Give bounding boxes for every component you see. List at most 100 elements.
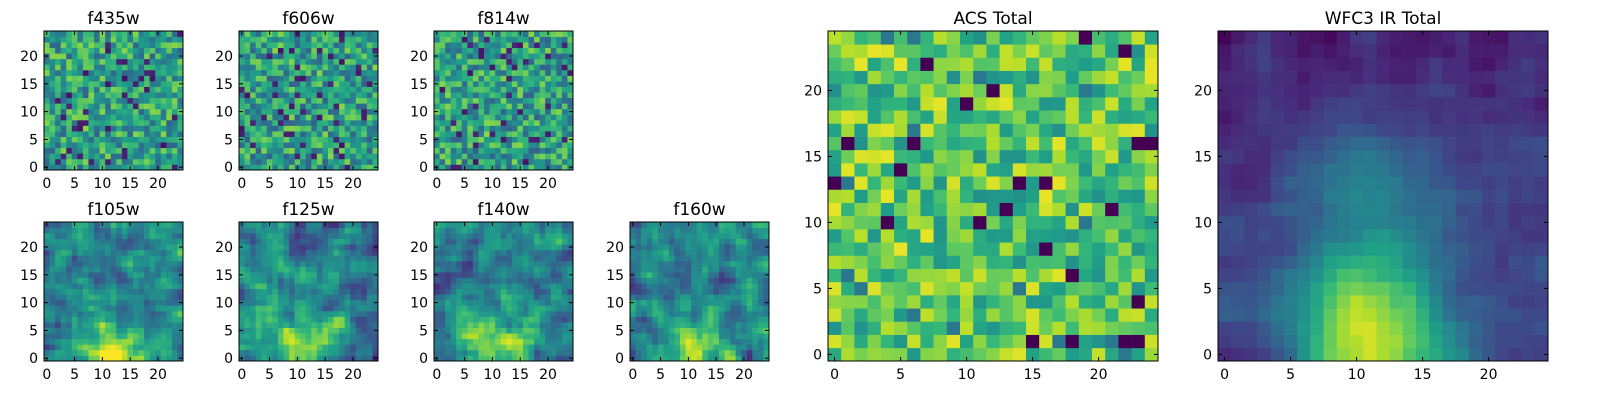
heatmap-cell: [696, 249, 703, 256]
heatmap-cell: [132, 338, 139, 345]
heatmap-cell: [88, 103, 95, 110]
heatmap-cell: [550, 31, 557, 37]
heatmap-cell: [467, 142, 474, 149]
heatmap-cell: [322, 238, 329, 245]
heatmap-cell: [283, 222, 290, 228]
heatmap-cell: [1065, 308, 1080, 322]
heatmap-cell: [149, 310, 156, 317]
heatmap-cell: [567, 153, 574, 160]
heatmap-cell: [339, 244, 345, 251]
heatmap-cell: [680, 327, 686, 334]
heatmap-cell: [1092, 281, 1106, 296]
heatmap-cell: [110, 277, 117, 284]
heatmap-cell: [556, 244, 563, 251]
heatmap-cell: [561, 158, 568, 165]
heatmap-cell: [920, 347, 934, 362]
heatmap-cell: [289, 310, 295, 317]
heatmap-cell: [82, 233, 89, 240]
heatmap-cell: [534, 233, 540, 240]
heatmap-cell: [361, 69, 368, 76]
heatmap-cell: [366, 131, 373, 137]
heatmap-cell: [177, 31, 184, 37]
heatmap-cell: [127, 92, 134, 99]
heatmap-cell: [116, 277, 123, 284]
heatmap-cell: [478, 327, 485, 334]
heatmap-cell: [272, 164, 279, 171]
heatmap-cell: [255, 108, 262, 115]
heatmap-cell: [66, 36, 73, 43]
heatmap-cell: [366, 344, 373, 351]
panel-title: f814w: [477, 9, 529, 29]
heatmap-cell: [434, 338, 440, 345]
heatmap-cell: [160, 142, 167, 149]
heatmap-cell: [49, 249, 56, 256]
heatmap-cell: [361, 249, 368, 256]
heatmap-cell: [478, 233, 485, 240]
heatmap-cell: [707, 266, 714, 273]
x-tick-label: 15: [316, 176, 334, 192]
heatmap-cell: [556, 64, 563, 71]
heatmap-cell: [71, 81, 78, 87]
heatmap-cell: [730, 316, 736, 323]
heatmap-cell: [255, 233, 262, 240]
heatmap-cell: [439, 322, 446, 328]
heatmap-cell: [277, 222, 284, 228]
heatmap-cell: [746, 233, 753, 240]
heatmap-cell: [49, 266, 56, 273]
heatmap-cell: [266, 92, 273, 99]
heatmap-cell: [1144, 229, 1159, 243]
heatmap-cell: [355, 42, 362, 49]
heatmap-cell: [828, 308, 842, 322]
heatmap-cell: [757, 333, 764, 340]
heatmap-cell: [166, 344, 173, 351]
heatmap-cell: [138, 125, 145, 132]
heatmap-cell: [344, 86, 351, 93]
heatmap-cell: [305, 75, 312, 82]
heatmap-cell: [668, 266, 675, 273]
heatmap-cell: [445, 316, 452, 323]
heatmap-cell: [311, 64, 318, 71]
heatmap-cell: [94, 327, 100, 334]
heatmap-cell: [255, 164, 262, 171]
heatmap-cell: [294, 86, 301, 93]
heatmap-cell: [144, 92, 150, 99]
heatmap-cell: [489, 233, 496, 240]
heatmap-cell: [657, 233, 664, 240]
heatmap-cell: [439, 305, 446, 312]
heatmap-cell: [500, 294, 507, 301]
heatmap-cell: [561, 349, 568, 356]
heatmap-cell: [522, 42, 529, 49]
heatmap-cell: [244, 266, 251, 273]
heatmap-cell: [635, 310, 642, 317]
heatmap-cell: [355, 310, 362, 317]
heatmap-cell: [350, 75, 357, 82]
heatmap-cell: [685, 233, 692, 240]
heatmap-cell: [149, 288, 156, 295]
heatmap-cell: [445, 277, 452, 284]
heatmap-cell: [506, 255, 513, 262]
heatmap-cell: [539, 69, 546, 76]
heatmap-cell: [366, 47, 373, 54]
heatmap-cell: [322, 266, 329, 273]
heatmap-cell: [244, 316, 251, 323]
heatmap-cell: [60, 294, 67, 301]
heatmap-cell: [1039, 163, 1053, 177]
heatmap-cell: [702, 266, 709, 273]
heatmap-cell: [322, 299, 329, 306]
heatmap-cell: [539, 238, 546, 245]
heatmap-cell: [517, 36, 524, 43]
heatmap-cell: [484, 58, 490, 65]
heatmap-cells: [239, 31, 379, 171]
heatmap-cell: [294, 249, 301, 256]
heatmap-cell: [149, 81, 156, 87]
heatmap-cell: [713, 305, 720, 312]
heatmap-cell: [155, 114, 162, 121]
heatmap-cell: [946, 202, 961, 217]
heatmap-cell: [652, 288, 659, 295]
heatmap-cell: [49, 92, 56, 99]
heatmap-cell: [1012, 308, 1027, 322]
heatmap-cell: [674, 349, 681, 356]
heatmap-cell: [300, 31, 307, 37]
heatmap-cell: [144, 349, 150, 356]
